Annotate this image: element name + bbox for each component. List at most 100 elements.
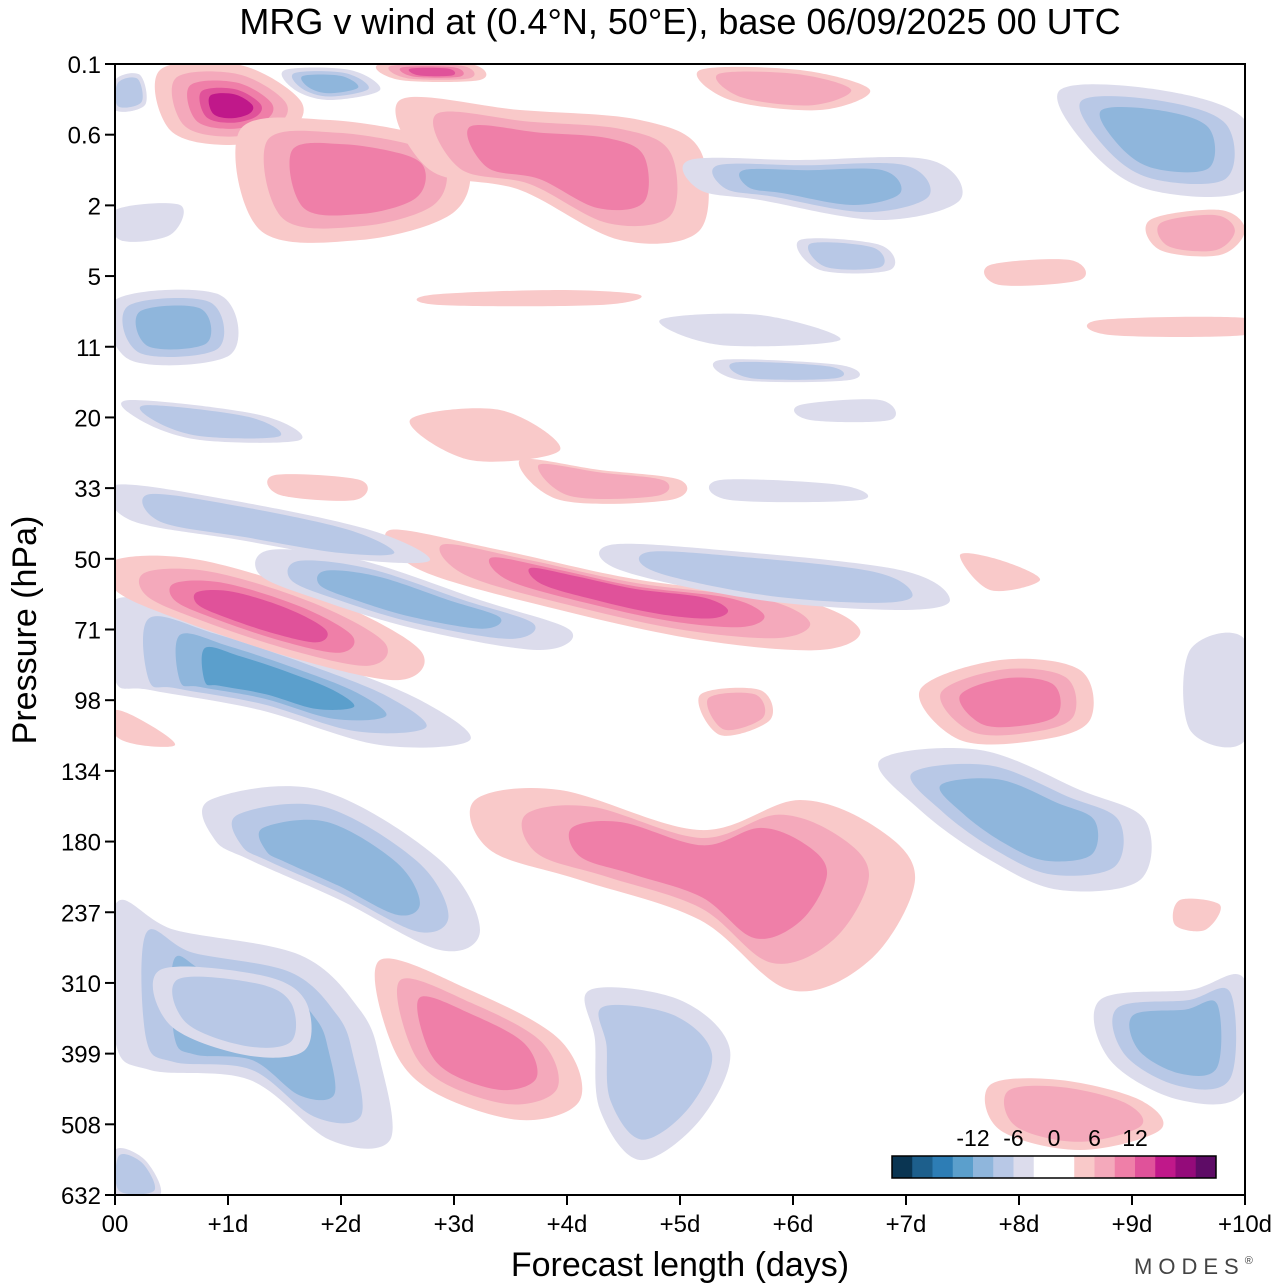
y-axis-label: Pressure (hPa): [6, 516, 44, 745]
negative-core-lower-left-level-2: [172, 976, 297, 1048]
colorbar-legend: -12 -6 0 6 12: [891, 1125, 1217, 1179]
x-tick-label: +1d: [208, 1211, 249, 1238]
colorbar-frame: [891, 1155, 1217, 1179]
negative-patch-20hpa-level-2: [139, 405, 282, 439]
y-tick-label: 134: [61, 759, 101, 786]
colorbar-swatch: [912, 1156, 933, 1178]
colorbar-swatch: [932, 1156, 954, 1178]
positive-patch-33hpa-level-1: [267, 474, 368, 501]
x-tick-label: +6d: [773, 1211, 814, 1238]
y-tick-label: 399: [61, 1042, 101, 1069]
negative-edge-right-level-1: [1183, 632, 1245, 748]
y-tick-label: 0.6: [68, 123, 101, 150]
y-tick-label: 180: [61, 830, 101, 857]
colorbar-swatch: [1135, 1156, 1156, 1178]
y-tick-label: 11: [76, 335, 101, 362]
y-tick-label: 0.1: [68, 52, 101, 79]
positive-top-edge-level-4: [408, 67, 456, 77]
x-tick-label: +8d: [999, 1211, 1040, 1238]
colorbar-swatch: [1074, 1156, 1095, 1178]
negative-patch-10hpa-level-3: [135, 305, 212, 350]
negative-top-patch-level-3: [301, 74, 359, 94]
colorbar-tick-label: 12: [1122, 1125, 1148, 1151]
negative-band-70hpa-level-4: [201, 646, 355, 710]
negative-anomaly-right-level-3: [939, 778, 1099, 862]
negative-anomaly-upper-right-level-3: [1099, 106, 1216, 173]
negative-edge-top-left-level-2: [115, 77, 143, 108]
negative-anomaly-lower-level-3: [258, 819, 420, 916]
colorbar-tick-label: -6: [1003, 1125, 1023, 1151]
y-tick-label: 632: [61, 1183, 101, 1210]
x-tick-label: +3d: [434, 1211, 475, 1238]
colorbar-swatch: [952, 1156, 974, 1178]
y-tick-label: 310: [61, 971, 101, 998]
positive-anomaly-upper-trop-level-3: [568, 820, 828, 939]
negative-patch-14hpa-level-2: [729, 361, 845, 380]
positive-patch-3hpa-right-level-2: [1157, 214, 1235, 252]
chart-title: MRG v wind at (0.4°N, 50°E), base 06/09/…: [239, 1, 1120, 42]
positive-streak-6hpa-level-1: [984, 259, 1086, 286]
negative-patch-4hpa-level-2: [807, 242, 885, 270]
x-axis-label: Forecast length (days): [511, 1246, 849, 1284]
positive-patch-03hpa-level-2: [715, 71, 852, 106]
colorbar-swatch: [1033, 1156, 1055, 1178]
x-tick-label: +5d: [660, 1211, 701, 1238]
positive-patch-55hpa-level-1: [959, 553, 1041, 592]
y-tick-label: 5: [88, 264, 101, 291]
colorbar-tick-label: 6: [1088, 1125, 1101, 1151]
positive-band-50hpa-level-4: [528, 567, 729, 619]
positive-patch-20hpa-level-1: [409, 408, 561, 462]
colorbar-swatch: [1114, 1156, 1136, 1178]
x-tick-label: +2d: [321, 1211, 362, 1238]
brand-registered-mark: ®: [1245, 1255, 1259, 1267]
y-tick-label: 237: [61, 900, 101, 927]
negative-anomaly-middle-level-2: [598, 1004, 713, 1140]
x-axis: 00 +1d +2d +3d +4d +5d +6d +7d +8d +9d +10d: [102, 1195, 1272, 1238]
positive-patch-237hpa-right-level-1: [1172, 898, 1221, 932]
y-axis: 0.1 0.6 2 5 11 20 33 50 71 98 134 180 237 310 399 508 63…: [61, 52, 115, 1210]
brand-name: MODES: [1134, 1254, 1245, 1279]
colorbar-swatch: [1175, 1156, 1197, 1178]
x-tick-label: +10d: [1218, 1211, 1272, 1238]
colorbar-swatch: [1155, 1156, 1176, 1178]
negative-patch-18hpa-level-1: [794, 399, 896, 423]
x-tick-label: +4d: [547, 1211, 588, 1238]
positive-anomaly-right-98-level-3: [959, 677, 1061, 728]
y-tick-label: 2: [88, 193, 101, 220]
y-tick-label: 98: [74, 688, 101, 715]
brand-logo: MODES®: [1134, 1254, 1259, 1279]
y-tick-label: 508: [61, 1112, 101, 1139]
positive-core-01hpa-level-5: [208, 93, 254, 119]
negative-corner-level-2: [115, 1153, 156, 1195]
colorbar-swatch: [973, 1156, 994, 1178]
colorbar-tick-label: 0: [1048, 1125, 1061, 1151]
negative-band-40hpa-level-2: [142, 493, 395, 556]
positive-patch-110hpa-left-level-1: [115, 709, 176, 747]
negative-band-right-60hpa-level-2: [638, 551, 913, 603]
colorbar-swatch: [1054, 1156, 1075, 1178]
colorbar-swatch: [1195, 1156, 1217, 1178]
negative-patch-11hpa-level-1: [659, 313, 841, 347]
colorbar-swatch: [993, 1156, 1014, 1178]
positive-anomaly-lower-middle-level-3: [417, 996, 538, 1091]
negative-anomaly-lower-right-level-3: [1129, 1000, 1222, 1076]
positive-patch-30hpa-level-2: [537, 463, 670, 500]
y-tick-label: 50: [74, 547, 101, 574]
colorbar-swatch: [1013, 1156, 1035, 1178]
y-tick-label: 71: [74, 618, 101, 645]
negative-patch-2hpa-left-level-1: [115, 203, 184, 242]
positive-anomaly-1hpa-level-3: [289, 142, 426, 216]
positive-streak-8hpa-level-1: [416, 290, 642, 307]
positive-streak-10hpa-level-1: [1086, 316, 1245, 337]
x-tick-label: +9d: [1112, 1211, 1153, 1238]
x-tick-label: +7d: [886, 1211, 927, 1238]
colorbar-tick-label: -12: [956, 1125, 989, 1151]
negative-anomaly-2hpa-level-3: [739, 168, 902, 205]
colorbar-swatch: [1094, 1156, 1116, 1178]
y-tick-label: 20: [74, 405, 101, 432]
positive-anomaly-1hpa-middle-level-3: [467, 124, 649, 211]
positive-band-60hpa-level-4: [193, 590, 328, 643]
positive-small-98-level-2: [707, 692, 766, 731]
negative-band-55hpa-level-3: [317, 570, 502, 629]
